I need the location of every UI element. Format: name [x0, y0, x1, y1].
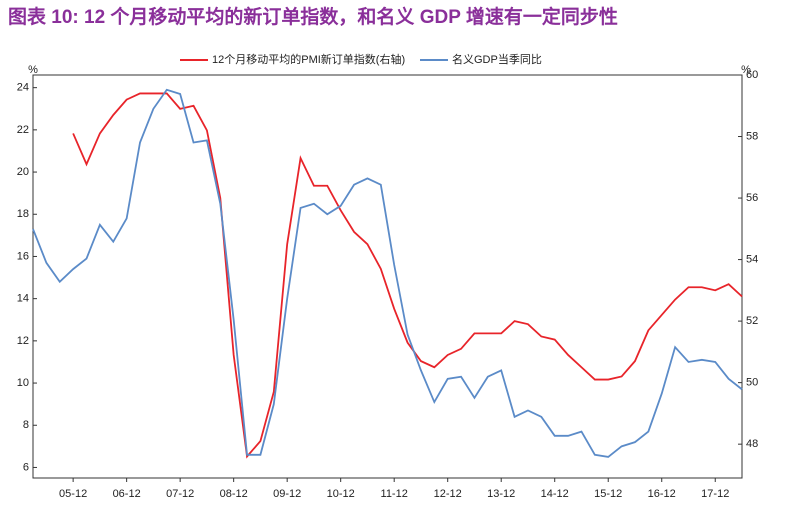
y-tick-label: 6	[23, 461, 29, 473]
x-tick-label: 17-12	[701, 488, 729, 500]
y2-tick-label: 56	[746, 192, 758, 204]
y-unit: %	[28, 64, 38, 76]
y-tick-label: 16	[17, 250, 29, 262]
x-tick-label: 11-12	[381, 488, 408, 500]
y-tick-label: 12	[17, 335, 29, 347]
series-line	[32, 88, 743, 458]
x-tick-label: 05-12	[59, 488, 87, 500]
x-tick-label: 10-12	[327, 488, 355, 500]
y2-tick-label: 58	[746, 130, 758, 142]
y2-tick-label: 54	[746, 253, 758, 265]
x-tick-label: 12-12	[434, 488, 462, 500]
y-tick-label: 22	[17, 124, 29, 136]
x-tick-label: 08-12	[220, 488, 248, 500]
x-tick-label: 16-12	[648, 488, 676, 500]
y-tick-label: 20	[17, 166, 29, 178]
x-tick-label: 07-12	[166, 488, 194, 500]
y-tick-label: 14	[17, 293, 29, 305]
x-tick-label: 15-12	[594, 488, 622, 500]
x-tick-label: 14-12	[541, 488, 569, 500]
y2-tick-label: 50	[746, 377, 758, 389]
plot-frame	[32, 74, 743, 479]
y2-unit: %	[741, 64, 751, 76]
y2-tick-label: 60	[746, 69, 758, 81]
legend-label: 12个月移动平均的PMI新订单指数(右轴)	[212, 52, 405, 66]
y2-tick-label: 52	[746, 315, 758, 327]
x-tick-label: 06-12	[113, 488, 141, 500]
chart-title: 图表 10: 12 个月移动平均的新订单指数，和名义 GDP 增速有一定同步性	[8, 5, 618, 28]
series-line	[72, 92, 743, 459]
x-tick-label: 09-12	[273, 488, 301, 500]
y2-tick-label: 48	[746, 438, 758, 450]
legend-label: 名义GDP当季同比	[452, 52, 542, 66]
y-tick-label: 24	[17, 82, 29, 94]
y-tick-label: 18	[17, 208, 29, 220]
x-tick-label: 13-12	[487, 488, 515, 500]
y-tick-label: 8	[23, 419, 29, 431]
y-tick-label: 10	[17, 377, 29, 389]
